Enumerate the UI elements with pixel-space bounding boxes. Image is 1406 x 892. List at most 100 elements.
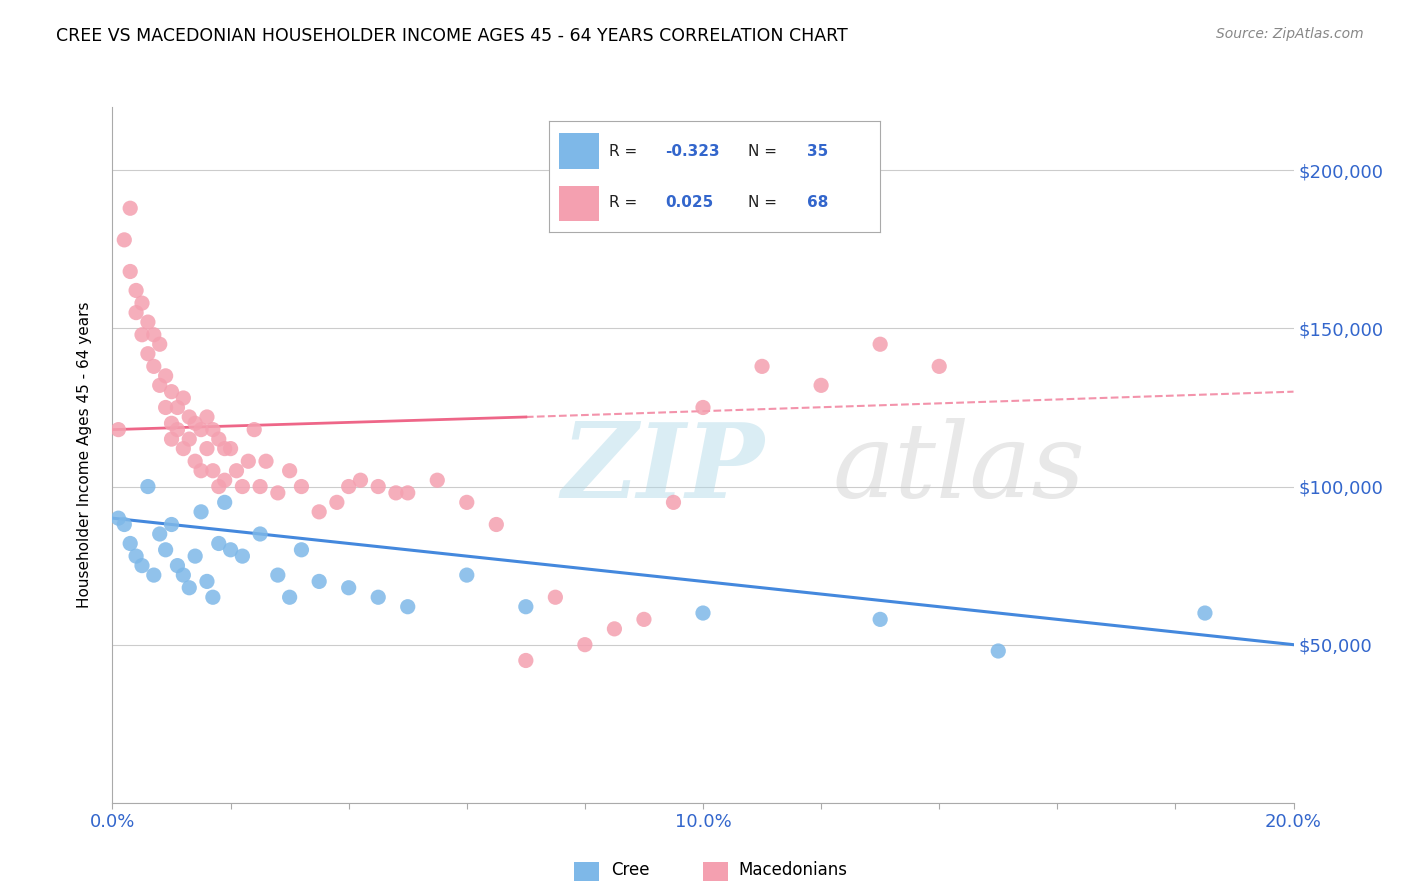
Point: [155, 368, 177, 383]
Point: [125, 549, 148, 563]
Point: [515, 599, 537, 614]
Point: [214, 473, 236, 487]
Point: [149, 337, 172, 351]
Point: [107, 511, 129, 525]
Point: [160, 384, 183, 399]
Point: [337, 479, 360, 493]
Text: Source: ZipAtlas.com: Source: ZipAtlas.com: [1216, 27, 1364, 41]
Point: [179, 432, 201, 446]
Point: [367, 591, 389, 605]
Point: [172, 568, 194, 582]
Point: [385, 486, 408, 500]
Point: [633, 612, 655, 626]
Point: [662, 495, 685, 509]
Point: [367, 479, 389, 493]
Point: [692, 606, 714, 620]
Point: [214, 442, 236, 456]
Point: [125, 305, 148, 319]
Point: [603, 622, 626, 636]
Point: [166, 423, 188, 437]
Point: [869, 612, 891, 626]
Point: [184, 549, 207, 563]
Point: [195, 442, 218, 456]
Point: [136, 479, 159, 493]
Point: [243, 423, 266, 437]
Point: [190, 505, 212, 519]
Point: [136, 315, 159, 329]
Point: [254, 454, 277, 468]
Point: [238, 454, 260, 468]
Y-axis label: Householder Income Ages 45 - 64 years: Householder Income Ages 45 - 64 years: [77, 301, 91, 608]
Point: [201, 464, 224, 478]
Point: [544, 591, 567, 605]
Point: [456, 568, 478, 582]
Text: CREE VS MACEDONIAN HOUSEHOLDER INCOME AGES 45 - 64 YEARS CORRELATION CHART: CREE VS MACEDONIAN HOUSEHOLDER INCOME AG…: [56, 27, 848, 45]
Point: [928, 359, 950, 374]
Point: [136, 347, 159, 361]
Point: [225, 464, 247, 478]
Point: [267, 568, 290, 582]
Point: [172, 391, 194, 405]
Point: [142, 359, 165, 374]
Point: [1194, 606, 1216, 620]
Point: [751, 359, 773, 374]
Point: [166, 558, 188, 573]
Text: Macedonians: Macedonians: [738, 861, 848, 879]
Point: [326, 495, 349, 509]
Point: [131, 327, 153, 342]
Point: [515, 653, 537, 667]
Point: [112, 517, 135, 532]
Point: [184, 417, 207, 431]
Point: [249, 479, 271, 493]
Point: [249, 527, 271, 541]
Point: [195, 409, 218, 424]
Point: [290, 542, 312, 557]
Point: [155, 542, 177, 557]
Point: [142, 327, 165, 342]
Point: [160, 432, 183, 446]
Point: [120, 536, 142, 550]
Text: Cree: Cree: [612, 861, 650, 879]
Point: [485, 517, 508, 532]
Text: atlas: atlas: [832, 418, 1085, 519]
Point: [337, 581, 360, 595]
Point: [214, 495, 236, 509]
Point: [201, 423, 224, 437]
Point: [184, 454, 207, 468]
Point: [172, 442, 194, 456]
Point: [267, 486, 290, 500]
Point: [231, 479, 253, 493]
Point: [308, 574, 330, 589]
Point: [208, 536, 231, 550]
Point: [426, 473, 449, 487]
Point: [160, 517, 183, 532]
Point: [810, 378, 832, 392]
Point: [142, 568, 165, 582]
Point: [160, 417, 183, 431]
Point: [107, 423, 129, 437]
Point: [155, 401, 177, 415]
Point: [131, 558, 153, 573]
Point: [574, 638, 596, 652]
Point: [869, 337, 891, 351]
Point: [190, 464, 212, 478]
Point: [396, 599, 419, 614]
Text: ZIP: ZIP: [561, 418, 765, 519]
Point: [987, 644, 1010, 658]
Point: [120, 201, 142, 215]
Point: [308, 505, 330, 519]
Point: [125, 284, 148, 298]
Point: [692, 401, 714, 415]
Point: [349, 473, 371, 487]
Point: [219, 442, 242, 456]
Point: [149, 378, 172, 392]
Point: [112, 233, 135, 247]
Point: [179, 581, 201, 595]
Point: [120, 264, 142, 278]
Point: [208, 432, 231, 446]
Point: [208, 479, 231, 493]
Point: [219, 542, 242, 557]
Point: [290, 479, 312, 493]
Point: [190, 423, 212, 437]
Point: [456, 495, 478, 509]
